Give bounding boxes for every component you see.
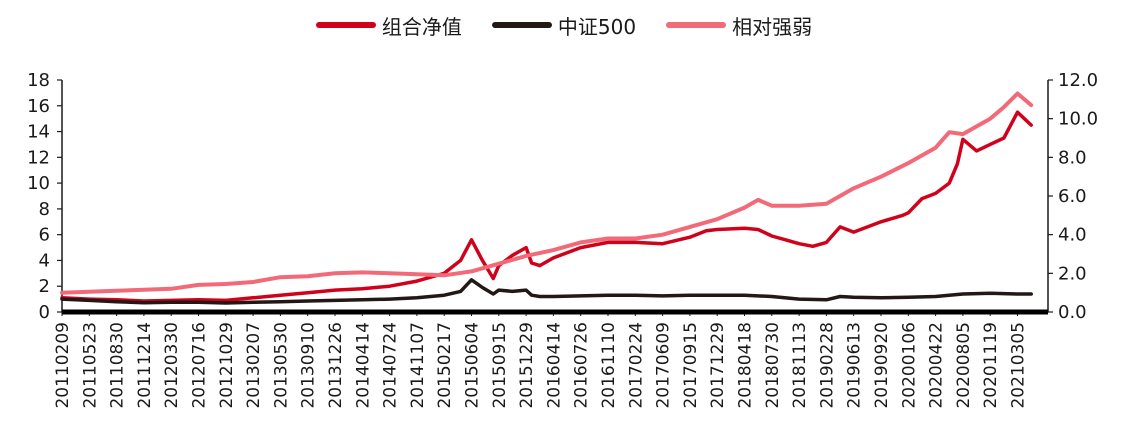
x-tick-label: 20131226 (326, 322, 346, 409)
x-tick-label: 20210305 (1009, 322, 1029, 409)
y-left-tick-label: 2 (39, 276, 50, 297)
y-left-tick-label: 14 (27, 122, 50, 143)
x-tick-label: 20161110 (599, 322, 619, 409)
legend-item-csi500: 中证500 (491, 11, 637, 40)
x-tick-label: 20141107 (408, 322, 428, 409)
legend-item-portfolio: 组合净值 (315, 11, 462, 40)
x-tick-label: 20140724 (381, 322, 401, 409)
x-tick-label: 20111214 (135, 322, 155, 409)
legend-swatch-portfolio (315, 22, 376, 28)
y-right-tick-label: 2.0 (1058, 263, 1087, 284)
series-line-1 (60, 110, 1033, 303)
legend-swatch-csi500 (491, 22, 552, 28)
series-line-2 (60, 278, 1033, 305)
x-tick-label: 20190920 (872, 322, 892, 409)
x-tick-label: 20170609 (654, 322, 674, 409)
chart-legend: 组合净值 中证500 相对强弱 (0, 8, 1128, 42)
x-tick-label: 20200805 (954, 322, 974, 409)
x-tick-label: 20170224 (626, 322, 646, 409)
x-tick-label: 20200422 (927, 322, 947, 409)
x-tick-label: 20150604 (463, 322, 483, 409)
y-left-tick-label: 8 (39, 199, 50, 220)
x-tick-label: 20170915 (681, 322, 701, 409)
x-tick-label: 20171229 (708, 322, 728, 409)
x-tick-label: 20110209 (53, 322, 73, 409)
x-tick-label: 20130207 (244, 322, 264, 409)
y-left-tick-label: 18 (27, 70, 50, 91)
x-tick-label: 20180418 (736, 322, 756, 409)
legend-label-csi500: 中证500 (557, 14, 637, 39)
x-tick-label: 20130910 (299, 322, 319, 409)
y-right-tick-label: 0.0 (1058, 302, 1087, 323)
x-tick-label: 20200106 (899, 322, 919, 409)
legend-swatch-relative-strength (666, 22, 727, 28)
x-tick-label: 20130530 (271, 322, 291, 409)
y-right-tick-label: 6.0 (1058, 186, 1087, 207)
x-tick-label: 20180730 (763, 322, 783, 409)
series-line-3 (60, 91, 1034, 295)
x-tick-label: 20110523 (80, 322, 100, 409)
x-tick-label: 20160726 (572, 322, 592, 409)
x-tick-label: 20110830 (108, 322, 128, 409)
y-left-tick-label: 6 (39, 225, 50, 246)
y-left-tick-label: 10 (27, 173, 50, 194)
y-right-tick-label: 8.0 (1058, 147, 1087, 168)
x-tick-label: 20190613 (845, 322, 865, 409)
x-tick-label: 20190228 (817, 322, 837, 409)
x-tick-label: 20121029 (217, 322, 237, 409)
legend-item-relative-strength: 相对强弱 (666, 11, 812, 40)
y-left-tick-label: 16 (27, 96, 50, 117)
legend-label-relative-strength: 相对强弱 (732, 14, 813, 39)
legend-label-portfolio: 组合净值 (381, 14, 462, 39)
y-left-tick-label: 0 (39, 302, 50, 323)
x-tick-label: 20151229 (517, 322, 537, 409)
y-right-tick-label: 12.0 (1058, 70, 1098, 91)
y-left-tick-label: 4 (39, 250, 50, 271)
y-right-tick-label: 4.0 (1058, 225, 1087, 246)
x-tick-label: 20150915 (490, 322, 510, 409)
x-tick-label: 20181113 (790, 322, 810, 409)
x-tick-label: 20120330 (162, 322, 182, 409)
y-right-tick-label: 10.0 (1058, 109, 1098, 130)
x-tick-label: 20120716 (190, 322, 210, 409)
y-left-tick-label: 12 (27, 147, 50, 168)
x-tick-label: 20140414 (353, 322, 373, 409)
x-tick-label: 20160414 (544, 322, 564, 409)
x-tick-label: 20201119 (981, 322, 1001, 409)
x-tick-label: 20150217 (435, 322, 455, 409)
